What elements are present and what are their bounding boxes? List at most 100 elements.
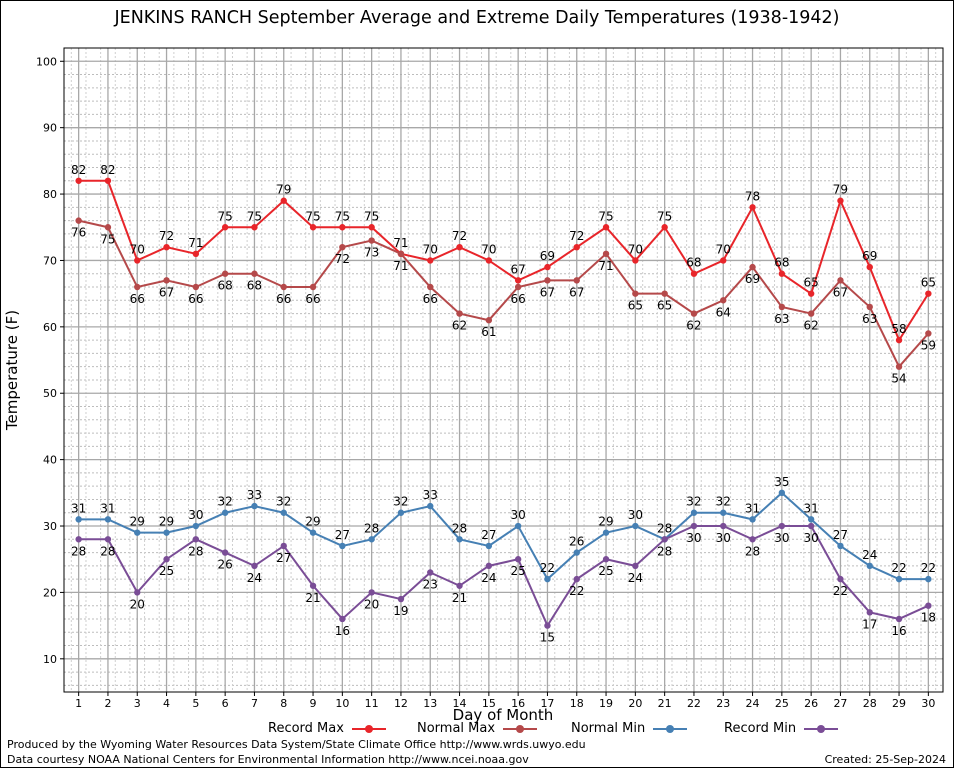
data-point-normal-min <box>456 536 463 543</box>
x-tick-label: 12 <box>394 697 408 710</box>
data-label-record-max: 58 <box>891 322 906 336</box>
data-label-record-min: 27 <box>276 551 291 565</box>
x-tick-label: 8 <box>280 697 287 710</box>
data-label-record-max: 75 <box>218 209 233 223</box>
data-point-normal-max <box>602 250 610 258</box>
data-label-record-min: 30 <box>774 531 789 545</box>
y-tick-label: 40 <box>43 454 57 467</box>
data-label-normal-max: 63 <box>774 312 789 326</box>
data-label-record-min: 21 <box>305 591 320 605</box>
data-point-record-max <box>368 224 375 231</box>
data-label-record-min: 25 <box>598 564 613 578</box>
data-label-record-max: 75 <box>598 209 613 223</box>
data-label-normal-max: 72 <box>335 252 350 266</box>
data-label-normal-min: 31 <box>745 501 760 515</box>
data-label-normal-max: 66 <box>276 292 291 306</box>
data-label-record-min: 16 <box>891 624 906 638</box>
data-point-record-min <box>925 602 932 609</box>
data-label-normal-max: 67 <box>569 285 584 299</box>
data-point-record-min <box>514 556 522 563</box>
data-point-record-min <box>544 622 551 629</box>
data-label-record-min: 25 <box>511 564 526 578</box>
data-point-normal-max <box>720 297 727 304</box>
data-label-normal-min: 29 <box>305 515 320 529</box>
data-point-normal-min <box>573 549 580 556</box>
data-point-record-min <box>104 536 112 543</box>
x-tick-label: 9 <box>310 697 317 710</box>
data-label-record-max: 75 <box>247 209 262 223</box>
data-point-record-max <box>456 243 463 251</box>
legend-item-record-min: Record Min <box>724 721 839 736</box>
data-label-normal-max: 64 <box>716 305 731 319</box>
x-tick-label: 6 <box>222 697 229 710</box>
data-point-normal-min <box>280 509 287 516</box>
data-label-record-min: 16 <box>335 624 350 638</box>
data-label-record-min: 30 <box>686 531 701 545</box>
data-point-normal-min <box>749 516 756 523</box>
data-point-normal-max <box>749 263 756 271</box>
data-label-normal-max: 76 <box>71 226 86 240</box>
x-tick-label: 17 <box>540 697 554 710</box>
x-tick-label: 22 <box>687 697 701 710</box>
legend-label: Record Min <box>724 721 797 736</box>
data-point-normal-min <box>720 509 727 516</box>
x-tick-label: 26 <box>804 697 818 710</box>
data-label-record-min: 28 <box>100 544 115 558</box>
data-point-normal-max <box>573 277 580 284</box>
data-label-normal-min: 35 <box>774 475 789 489</box>
x-tick-label: 2 <box>104 697 111 710</box>
data-point-normal-max <box>427 283 434 291</box>
data-point-normal-min <box>837 542 844 550</box>
data-label-normal-max: 66 <box>188 292 203 306</box>
data-label-record-min: 25 <box>159 564 174 578</box>
series-line-record-min <box>78 525 929 628</box>
data-label-normal-min: 30 <box>188 508 203 522</box>
data-point-normal-max <box>544 277 551 284</box>
legend-swatch <box>804 724 839 734</box>
data-point-record-max <box>163 243 170 251</box>
x-tick-label: 10 <box>335 697 349 710</box>
y-tick-label: 100 <box>36 55 57 68</box>
y-tick-label: 20 <box>43 586 57 599</box>
y-axis-label: Temperature (F) <box>3 309 21 431</box>
data-point-normal-max <box>134 283 141 291</box>
data-point-normal-min <box>925 575 932 583</box>
data-label-record-max: 69 <box>540 249 555 263</box>
x-tick-label: 30 <box>921 697 935 710</box>
data-point-record-min <box>134 589 141 596</box>
x-tick-label: 1 <box>75 697 82 710</box>
x-tick-label: 24 <box>746 697 760 710</box>
data-label-record-min: 21 <box>452 591 467 605</box>
data-point-record-max <box>134 257 141 264</box>
data-label-record-max: 75 <box>335 209 350 223</box>
data-point-normal-min <box>309 529 317 536</box>
data-point-normal-min <box>632 522 639 530</box>
data-point-record-max <box>221 224 229 231</box>
data-label-normal-min: 22 <box>891 561 906 575</box>
data-point-normal-min <box>163 529 170 536</box>
data-label-normal-max: 62 <box>452 319 467 333</box>
y-tick-label: 70 <box>43 254 57 267</box>
y-tick-label: 30 <box>43 520 57 533</box>
data-point-record-max <box>339 224 346 231</box>
data-point-record-min <box>778 522 786 530</box>
data-point-normal-min <box>104 516 112 523</box>
data-label-normal-max: 73 <box>364 246 379 260</box>
data-point-record-min <box>866 609 873 616</box>
data-label-record-max: 70 <box>628 242 643 256</box>
data-label-normal-min: 32 <box>716 495 731 509</box>
x-tick-label: 5 <box>192 697 199 710</box>
data-label-record-max: 72 <box>452 229 467 243</box>
data-point-normal-min <box>75 516 82 523</box>
data-point-record-min <box>690 522 698 530</box>
data-point-record-max <box>749 204 756 211</box>
data-point-record-max <box>778 270 786 277</box>
data-point-record-min <box>251 562 258 570</box>
x-tick-label: 14 <box>453 697 467 710</box>
data-label-record-max: 82 <box>100 163 115 177</box>
data-point-normal-max <box>925 330 932 337</box>
data-point-normal-min <box>544 575 551 583</box>
legend-label: Record Max <box>268 721 344 736</box>
data-label-normal-max: 65 <box>628 299 643 313</box>
data-label-normal-min: 31 <box>804 501 819 515</box>
